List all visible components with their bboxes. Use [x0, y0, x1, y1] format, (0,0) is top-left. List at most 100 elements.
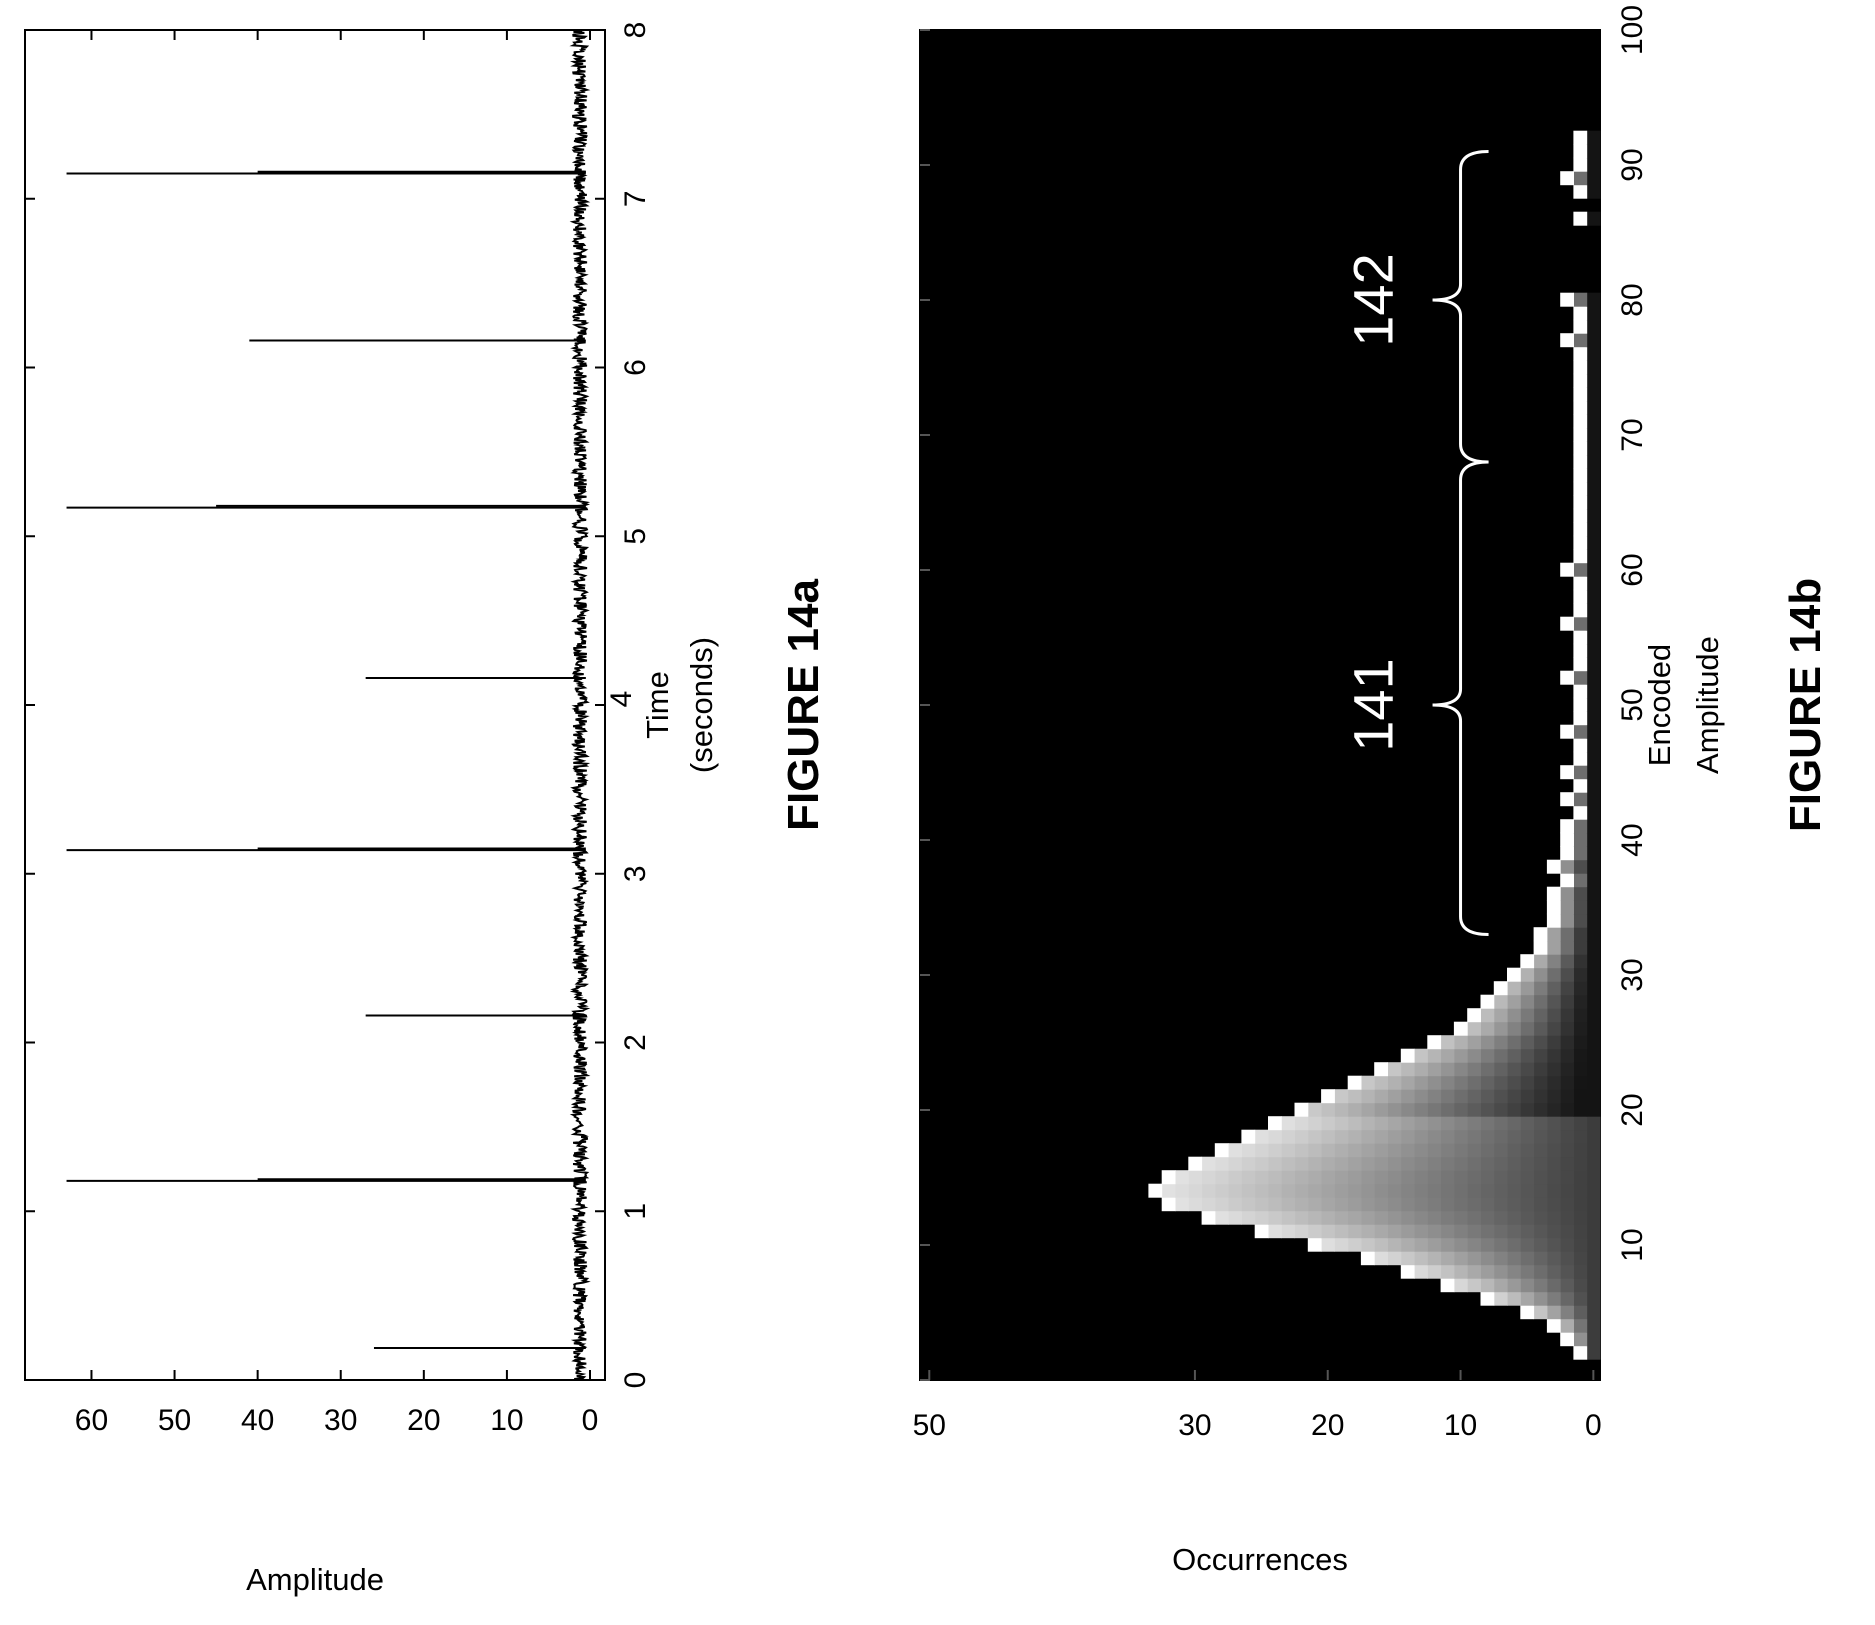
- heat-cell: [1586, 805, 1601, 820]
- heat-cell: [1533, 1183, 1548, 1198]
- heat-cell: [1573, 913, 1588, 928]
- heat-cell: [1507, 1210, 1521, 1225]
- heat-cell: [1546, 1116, 1561, 1131]
- heat-cell: [1533, 954, 1548, 969]
- heat-cell: [1560, 981, 1574, 996]
- heat-cell: [1560, 1251, 1574, 1266]
- heat-cell: [1440, 1089, 1455, 1104]
- heat-cell: [1480, 1129, 1495, 1144]
- heat-cell: [1573, 954, 1588, 969]
- heat-cell: [1573, 1332, 1588, 1347]
- heat-cell: [1467, 1251, 1481, 1266]
- heat-cell: [1507, 1062, 1521, 1077]
- heat-cell: [1175, 1197, 1189, 1212]
- heat-cell: [1573, 306, 1588, 321]
- heat-cell: [1586, 562, 1601, 577]
- heat-cell: [1281, 1183, 1296, 1198]
- heat-cell: [1241, 1170, 1256, 1185]
- heat-cell: [1427, 1089, 1442, 1104]
- heat-cell: [1347, 1102, 1362, 1117]
- heat-cell: [1254, 1129, 1269, 1144]
- heat-cell: [1573, 819, 1588, 834]
- heat-cell: [1467, 1224, 1481, 1239]
- y-tick-label: 0: [582, 1404, 599, 1437]
- chart-14a-noise: [569, 29, 591, 1381]
- heat-cell: [1573, 900, 1588, 915]
- heat-cell: [1360, 1197, 1375, 1212]
- heat-cell: [1573, 1305, 1588, 1320]
- heat-cell: [1546, 1102, 1561, 1117]
- heat-cell: [1586, 373, 1601, 388]
- heat-cell: [1573, 873, 1588, 888]
- heat-cell: [1586, 549, 1601, 564]
- x-tick-label: 8: [619, 22, 652, 39]
- heat-cell: [1374, 1183, 1388, 1198]
- heat-cell: [1533, 1075, 1548, 1090]
- heat-cell: [1533, 1021, 1548, 1036]
- x-tick-label: 40: [1616, 823, 1649, 856]
- heat-cell: [1480, 1278, 1495, 1293]
- chart-14a-x-tick-label-4: 4: [605, 691, 638, 708]
- heat-cell: [1480, 1021, 1495, 1036]
- heat-cell: [1586, 306, 1601, 321]
- heat-cell: [1268, 1116, 1282, 1131]
- heat-cell: [1307, 1237, 1322, 1252]
- heat-cell: [1560, 292, 1574, 307]
- heat-cell: [1573, 211, 1588, 226]
- heat-cell: [1214, 1197, 1229, 1212]
- heat-cell: [1321, 1224, 1335, 1239]
- heat-cell: [1573, 1129, 1588, 1144]
- heat-cell: [1533, 1116, 1548, 1131]
- heat-cell: [1546, 1264, 1561, 1279]
- heat-cell: [1546, 954, 1561, 969]
- heat-cell: [1321, 1183, 1335, 1198]
- heat-cell: [1493, 1251, 1508, 1266]
- heat-cell: [1493, 1183, 1508, 1198]
- heat-cell: [1586, 319, 1601, 334]
- heat-cell: [1586, 1332, 1601, 1347]
- heat-cell: [1467, 1278, 1481, 1293]
- heat-cell: [1161, 1197, 1176, 1212]
- heat-cell: [1520, 1062, 1535, 1077]
- heat-cell: [1573, 697, 1588, 712]
- heat-cell: [1440, 1183, 1455, 1198]
- chart-14b-y-ticks: 0 10 20 30 50: [913, 1370, 1602, 1442]
- heat-cell: [1573, 535, 1588, 550]
- heat-cell: [1467, 1021, 1481, 1036]
- heat-cell: [1573, 778, 1588, 793]
- heat-cell: [1493, 1129, 1508, 1144]
- heat-cell: [1440, 1264, 1455, 1279]
- heat-cell: [1507, 1008, 1521, 1023]
- heat-cell: [1294, 1183, 1309, 1198]
- heat-cell: [1546, 1210, 1561, 1225]
- heat-cell: [1586, 1251, 1601, 1266]
- heat-cell: [1148, 1183, 1163, 1198]
- heat-cell: [1427, 1035, 1442, 1050]
- y-tick-label: 30: [324, 1404, 357, 1437]
- heat-cell: [1360, 1210, 1375, 1225]
- heat-cell: [1546, 1156, 1561, 1171]
- heat-cell: [1520, 1210, 1535, 1225]
- heat-cell: [1546, 1048, 1561, 1063]
- heat-cell: [1560, 1116, 1574, 1131]
- heat-cell: [1533, 1089, 1548, 1104]
- heat-cell: [1440, 1156, 1455, 1171]
- heat-cell: [1586, 1170, 1601, 1185]
- heat-cell: [1427, 1224, 1442, 1239]
- heat-cell: [1520, 1156, 1535, 1171]
- heat-cell: [1268, 1224, 1282, 1239]
- heat-cell: [1347, 1156, 1362, 1171]
- heat-cell: [1493, 1035, 1508, 1050]
- heat-cell: [1480, 1075, 1495, 1090]
- heat-cell: [1573, 400, 1588, 415]
- heat-cell: [1374, 1197, 1388, 1212]
- heat-cell: [1414, 1116, 1428, 1131]
- heat-cell: [1586, 792, 1601, 807]
- brace-142: [1432, 150, 1489, 464]
- heat-cell: [1360, 1102, 1375, 1117]
- heat-cell: [1480, 1197, 1495, 1212]
- heat-cell: [1493, 1278, 1508, 1293]
- heat-cell: [1573, 1048, 1588, 1063]
- chart-14b-cells: [1148, 130, 1601, 1360]
